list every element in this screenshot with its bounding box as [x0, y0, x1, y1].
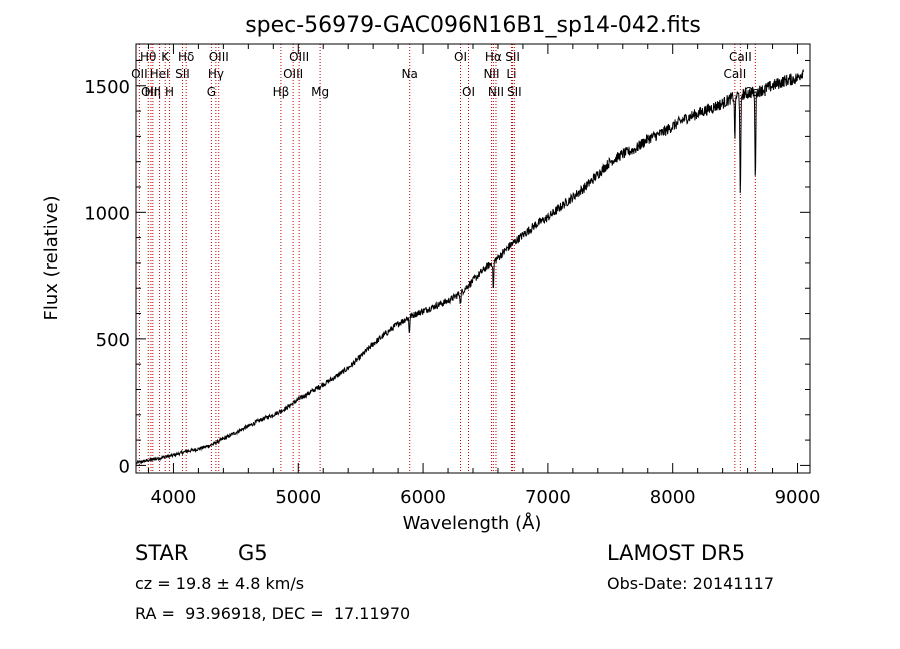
line-marker-label-14: OIII [289, 50, 309, 64]
line-marker-label-16: Na [402, 67, 418, 81]
y-tick-label-500: 500 [96, 330, 130, 351]
line-marker-label-8: Hδ [178, 50, 194, 64]
line-marker-label-7: SII [175, 67, 190, 81]
line-marker-label-1: Hθ [140, 50, 156, 64]
line-marker-label-19: NII [483, 67, 499, 81]
line-marker-label-9: G [207, 85, 216, 99]
line-marker-label-10: Hγ [208, 67, 224, 81]
survey-label: LAMOST DR5 [607, 541, 746, 565]
object-subclass: G5 [238, 541, 268, 565]
y-tick-label-1500: 1500 [84, 77, 130, 98]
x-axis: 4000 5000 6000 7000 8000 9000 [147, 44, 821, 508]
x-tick-label-5000: 5000 [275, 487, 321, 508]
line-marker-label-20: Hα [485, 50, 502, 64]
line-marker-label-11: OIII [209, 50, 229, 64]
line-marker-label-24: SII [507, 85, 522, 99]
line-marker-label-3: Hη [145, 85, 162, 99]
spectrum-chart: OIIHθOIIIHηHeIKHSIIHδGHγOIIIHβOIIIOIIIMg… [41, 13, 821, 534]
x-tick-label-6000: 6000 [400, 487, 446, 508]
line-marker-label-21: NII [488, 85, 504, 99]
line-markers: OIIHθOIIIHηHeIKHSIIHδGHγOIIIHβOIIIOIIIMg… [131, 44, 767, 473]
coordinates: RA = 93.96918, DEC = 17.11970 [135, 604, 411, 623]
object-class: STAR [135, 541, 189, 565]
line-marker-label-6: H [165, 85, 174, 99]
line-marker-label-25: CaII [723, 67, 746, 81]
x-tick-label-8000: 8000 [650, 487, 696, 508]
x-tick-label-4000: 4000 [151, 487, 197, 508]
chart-title: spec-56979-GAC096N16B1_sp14-042.fits [245, 13, 701, 38]
line-marker-label-17: OI [454, 50, 467, 64]
line-marker-label-13: OIII [283, 67, 303, 81]
line-marker-label-22: Li [506, 67, 516, 81]
y-axis: 0 500 1000 1500 [84, 59, 810, 477]
obs-date: Obs-Date: 20141117 [607, 574, 775, 593]
x-tick-label-9000: 9000 [775, 487, 821, 508]
y-tick-label-0: 0 [119, 456, 130, 477]
line-marker-label-18: OI [462, 85, 475, 99]
line-marker-label-26: CaII [729, 50, 752, 64]
line-marker-label-4: HeI [150, 67, 170, 81]
line-marker-label-0: OII [131, 67, 148, 81]
line-marker-label-15: Mg [311, 85, 329, 99]
y-axis-label: Flux (relative) [41, 195, 62, 320]
line-marker-label-2: OIII [141, 85, 161, 99]
line-marker-label-5: K [161, 50, 170, 64]
spectrum-line [136, 68, 804, 465]
y-tick-label-1000: 1000 [84, 203, 130, 224]
redshift-readout: cz = 19.8 ± 4.8 km/s [135, 574, 305, 593]
x-axis-label: Wavelength (Å) [403, 512, 542, 534]
line-marker-label-23: SII [505, 50, 520, 64]
x-tick-label-7000: 7000 [525, 487, 571, 508]
line-marker-label-12: Hβ [273, 85, 290, 99]
